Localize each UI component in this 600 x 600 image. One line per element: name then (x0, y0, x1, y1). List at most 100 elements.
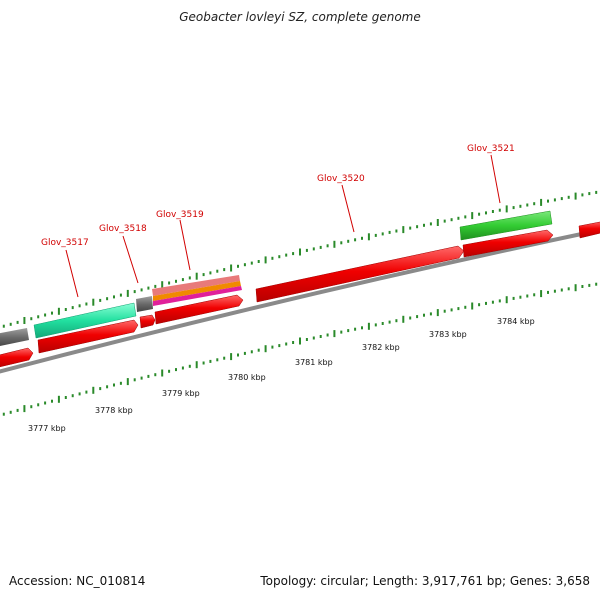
minor-tick (71, 394, 74, 398)
minor-tick (450, 218, 453, 222)
major-tick (505, 205, 508, 213)
gene-arrow[interactable] (139, 314, 156, 329)
major-tick (471, 302, 474, 310)
major-tick (264, 256, 267, 264)
minor-tick (547, 199, 549, 203)
minor-tick (381, 232, 384, 236)
gene-arrow[interactable] (154, 294, 244, 325)
minor-tick (243, 263, 246, 267)
minor-tick (388, 320, 391, 324)
minor-tick (64, 308, 67, 311)
minor-tick (498, 208, 501, 212)
minor-tick (340, 241, 343, 245)
major-tick (195, 272, 198, 280)
minor-tick (113, 295, 115, 299)
genome-backbone (0, 228, 600, 374)
feature-bar-teal[interactable] (33, 302, 137, 339)
minor-tick (133, 378, 136, 382)
major-tick (367, 233, 370, 241)
gene-arrow[interactable] (37, 319, 139, 354)
gene-label[interactable]: Glov_3520 (317, 174, 365, 184)
major-tick (126, 378, 129, 386)
minor-tick (250, 261, 253, 265)
minor-tick (429, 222, 432, 226)
major-tick (92, 386, 95, 394)
minor-tick (326, 244, 329, 248)
minor-tick (519, 204, 522, 208)
feature-bar-magenta[interactable] (153, 286, 242, 306)
minor-tick (285, 342, 288, 346)
major-tick (471, 212, 474, 220)
feature-bar-gray[interactable] (136, 296, 153, 312)
major-tick (540, 290, 543, 298)
minor-tick (567, 195, 570, 199)
minor-tick (491, 300, 494, 304)
minor-tick (464, 215, 467, 219)
minor-tick (30, 317, 33, 321)
feature-bar-gray[interactable] (0, 328, 29, 347)
minor-tick (581, 193, 584, 197)
feature-bar-orange[interactable] (153, 281, 241, 301)
major-tick (126, 289, 129, 297)
minor-tick (223, 356, 226, 360)
scale-label: 3780 kbp (228, 373, 266, 382)
inner-tick-track (2, 282, 598, 416)
minor-tick (2, 324, 5, 328)
major-tick (230, 264, 233, 272)
accession-text: Accession: NC_010814 (9, 574, 146, 588)
minor-tick (140, 376, 143, 380)
minor-tick (374, 323, 377, 327)
genome-title: Geobacter lovleyi SZ, complete genome (179, 10, 421, 24)
minor-tick (119, 293, 122, 297)
gene-arrow[interactable] (0, 347, 34, 368)
minor-tick (181, 278, 184, 282)
minor-tick (292, 341, 295, 344)
minor-tick (257, 260, 260, 263)
gene-arrow[interactable] (462, 229, 554, 258)
minor-tick (202, 273, 205, 277)
gene-arrow[interactable] (255, 245, 465, 303)
gene-label[interactable]: Glov_3519 (156, 210, 204, 220)
minor-tick (250, 350, 253, 354)
gene-label[interactable]: Glov_3518 (99, 224, 147, 234)
minor-tick (512, 206, 515, 210)
minor-tick (567, 287, 570, 291)
major-tick (230, 353, 233, 361)
feature-bar-green[interactable] (459, 210, 553, 241)
minor-tick (278, 344, 281, 348)
gene-label[interactable]: Glov_3521 (467, 144, 515, 154)
minor-tick (37, 315, 40, 319)
major-tick (161, 281, 164, 289)
minor-tick (243, 351, 246, 355)
minor-tick (361, 236, 363, 240)
gene-track (0, 221, 600, 368)
minor-tick (312, 336, 315, 340)
minor-tick (51, 311, 53, 315)
scale-label: 3783 kbp (429, 330, 467, 339)
minor-tick (51, 399, 53, 403)
minor-tick (409, 316, 412, 320)
minor-tick (354, 327, 357, 331)
scale-label: 3779 kbp (162, 389, 200, 398)
major-tick (436, 219, 439, 226)
minor-tick (99, 387, 102, 391)
gene-label-leaders (65, 154, 501, 298)
major-tick (299, 248, 301, 256)
minor-tick (175, 368, 177, 372)
gene-arrow[interactable] (578, 221, 600, 239)
minor-tick (202, 361, 205, 365)
scale-labels: 3777 kbp 3778 kbp 3779 kbp 3780 kbp 3781… (28, 317, 535, 433)
minor-tick (595, 190, 598, 194)
minor-tick (209, 271, 212, 275)
minor-tick (188, 276, 191, 280)
minor-tick (9, 410, 12, 414)
minor-tick (99, 298, 102, 302)
minor-tick (395, 319, 398, 323)
minor-tick (416, 315, 419, 319)
gene-label[interactable]: Glov_3517 (41, 238, 89, 248)
minor-tick (478, 303, 481, 307)
major-tick (402, 226, 405, 234)
feature-bar-pink[interactable] (152, 275, 240, 296)
minor-tick (319, 335, 322, 338)
